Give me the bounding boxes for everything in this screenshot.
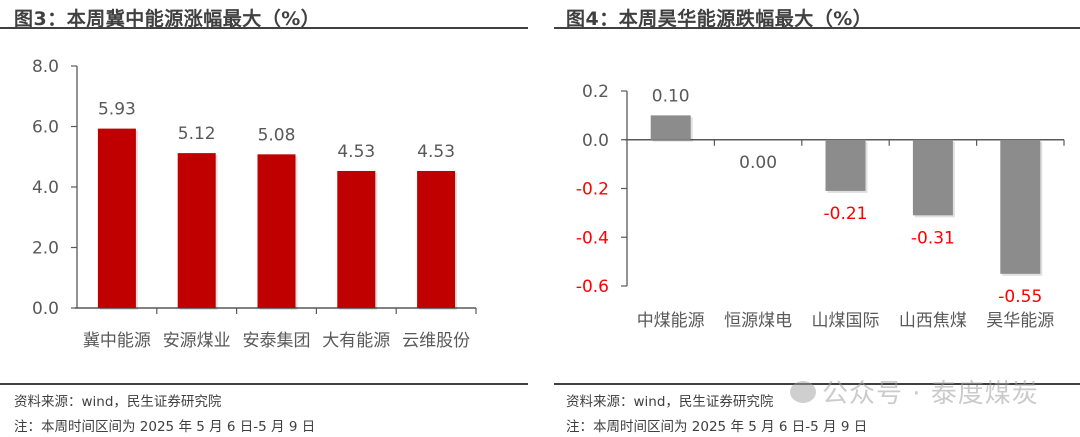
right-source-text: 资料来源：wind，民生证券研究院 [566, 394, 774, 410]
left-bar-chart: 0.0 2.0 4.0 6.0 8.0 5.93 冀中能源 5.12 安源煤业 5.08 安泰集团 4… [32, 57, 477, 350]
y-tick-label: 0.0 [32, 299, 59, 319]
bar [417, 170, 456, 308]
y-tick-label: 4.0 [32, 178, 59, 198]
y-tick-label: -0.4 [576, 228, 609, 248]
bar-value-label: -0.31 [911, 228, 955, 248]
x-category-label: 山西焦煤 [899, 311, 967, 331]
x-category-label: 云维股份 [402, 331, 470, 350]
bar [825, 139, 866, 191]
x-category-label: 昊华能源 [986, 311, 1054, 331]
x-category-label: 安泰集团 [243, 331, 311, 350]
watermark-text: 公众号 · 泰度煤炭 [822, 379, 1039, 409]
y-tick-label: 8.0 [32, 57, 59, 77]
bar-value-label: 5.08 [258, 125, 296, 145]
x-category-label: 冀中能源 [83, 331, 151, 350]
right-bar-chart: -0.6 -0.4 -0.2 0.0 0.2 0.10 中煤能源 0.00 恒源煤电 -0.21 山… [576, 82, 1065, 331]
left-footer-rule [0, 383, 528, 385]
y-tick-label: -0.2 [576, 180, 609, 200]
bar-value-label: -0.55 [998, 287, 1042, 307]
x-category-label: 山煤国际 [812, 311, 880, 331]
bar-value-label: 4.53 [337, 142, 375, 162]
x-category-label: 恒源煤电 [724, 311, 792, 331]
right-footer-rule [554, 383, 1080, 385]
right-note-text: 注：本周时间区间为 2025 年 5 月 6 日-5 月 9 日 [566, 419, 868, 435]
left-title-rule [0, 27, 528, 29]
bar-value-label: 5.12 [178, 124, 216, 144]
y-tick-label: -0.6 [576, 277, 609, 297]
bar [177, 153, 216, 308]
bar [912, 139, 953, 216]
bar-value-label: 0.10 [652, 86, 690, 106]
bar-value-label: -0.21 [824, 204, 868, 224]
right-chart-title: 图4：本周昊华能源跌幅最大（%） [566, 8, 873, 30]
right-figure-panel: 图4：本周昊华能源跌幅最大（%） -0.6 -0.4 -0.2 0.0 0.2 0.10 中… [540, 0, 1080, 437]
y-tick-label: 0.2 [582, 82, 609, 102]
left-note-text: 注：本周时间区间为 2025 年 5 月 6 日-5 月 9 日 [14, 419, 316, 435]
right-title-rule [554, 27, 1080, 29]
bar [257, 154, 296, 308]
x-category-label: 大有能源 [322, 331, 390, 350]
bar-value-label: 4.53 [417, 142, 455, 162]
left-source-text: 资料来源：wind，民生证券研究院 [14, 394, 222, 410]
watermark: 公众号 · 泰度煤炭 [790, 373, 1039, 410]
left-chart-title: 图3：本周冀中能源涨幅最大（%） [14, 8, 321, 30]
wechat-icon [790, 380, 816, 403]
y-tick-label: 2.0 [32, 239, 59, 259]
bar-value-label: 0.00 [739, 153, 777, 173]
x-category-label: 安源煤业 [163, 331, 231, 350]
y-tick-label: 0.0 [582, 131, 609, 151]
bar [650, 115, 691, 140]
x-category-label: 中煤能源 [637, 311, 705, 331]
bar [337, 170, 376, 308]
bar [97, 128, 136, 308]
y-tick-label: 6.0 [32, 118, 59, 138]
bar-value-label: 5.93 [98, 100, 136, 120]
bar [1000, 139, 1041, 274]
left-figure-panel: 图3：本周冀中能源涨幅最大（%） 0.0 2.0 4.0 6.0 8.0 5.93 冀中能源… [0, 8, 528, 435]
